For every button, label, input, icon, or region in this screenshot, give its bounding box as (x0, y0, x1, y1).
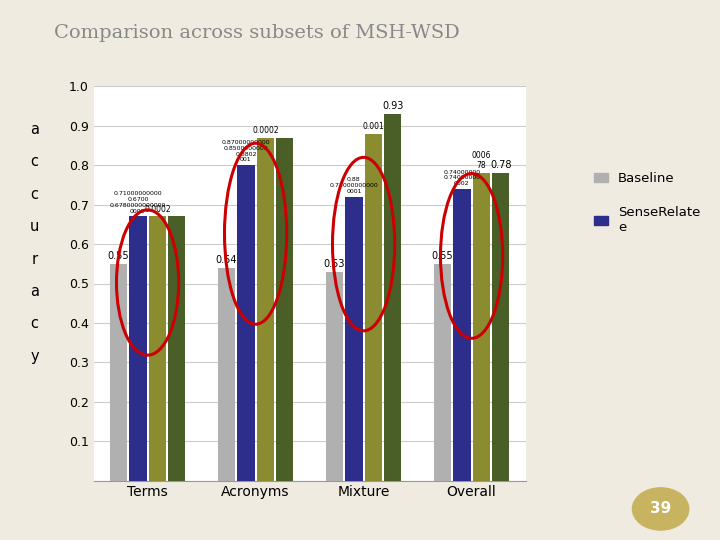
Bar (365, 134, 382, 481)
Text: c: c (30, 316, 39, 332)
Text: 0.55: 0.55 (431, 251, 454, 261)
Circle shape (632, 488, 689, 530)
Text: Comparison across subsets of MSH-WSD: Comparison across subsets of MSH-WSD (54, 24, 460, 42)
Text: c: c (30, 187, 39, 202)
Bar (149, 217, 166, 481)
Text: a: a (30, 122, 39, 137)
Text: 0.53: 0.53 (324, 259, 345, 269)
Text: a: a (30, 284, 39, 299)
Bar (218, 268, 235, 481)
Text: u: u (30, 219, 40, 234)
Text: c: c (30, 154, 39, 170)
Bar (346, 197, 362, 481)
Legend: Baseline, SenseRelate
e: Baseline, SenseRelate e (594, 172, 701, 234)
Text: 0006
78: 0006 78 (472, 151, 491, 170)
Text: 0.88
0.73000000000
0001: 0.88 0.73000000000 0001 (330, 178, 378, 194)
Bar (473, 173, 490, 481)
Bar (325, 272, 343, 481)
Text: 0.0002: 0.0002 (144, 205, 171, 214)
Bar (110, 264, 127, 481)
Text: 0.55: 0.55 (107, 251, 130, 261)
Bar (454, 189, 471, 481)
Text: 0.54: 0.54 (216, 255, 237, 265)
Text: 0.87000000000
0.8500000000
0.8802
001: 0.87000000000 0.8500000000 0.8802 001 (222, 140, 270, 163)
Bar (130, 217, 147, 481)
Text: 0.0002: 0.0002 (252, 126, 279, 135)
Text: 39: 39 (650, 502, 671, 516)
Text: 0.74000000
0.74000000
0002: 0.74000000 0.74000000 0002 (444, 170, 480, 186)
Bar (168, 217, 186, 481)
Bar (238, 165, 255, 481)
Text: 0.71000000000
0.6700
0.6780000000000
0002: 0.71000000000 0.6700 0.6780000000000 000… (109, 191, 166, 214)
Bar (492, 173, 510, 481)
Text: 0.78: 0.78 (490, 160, 511, 170)
Bar (433, 264, 451, 481)
Text: y: y (30, 349, 39, 364)
Bar (276, 138, 294, 481)
Bar (257, 138, 274, 481)
Text: r: r (32, 252, 37, 267)
Text: 0.001: 0.001 (362, 122, 384, 131)
Bar (384, 114, 402, 481)
Text: 0.93: 0.93 (382, 101, 403, 111)
